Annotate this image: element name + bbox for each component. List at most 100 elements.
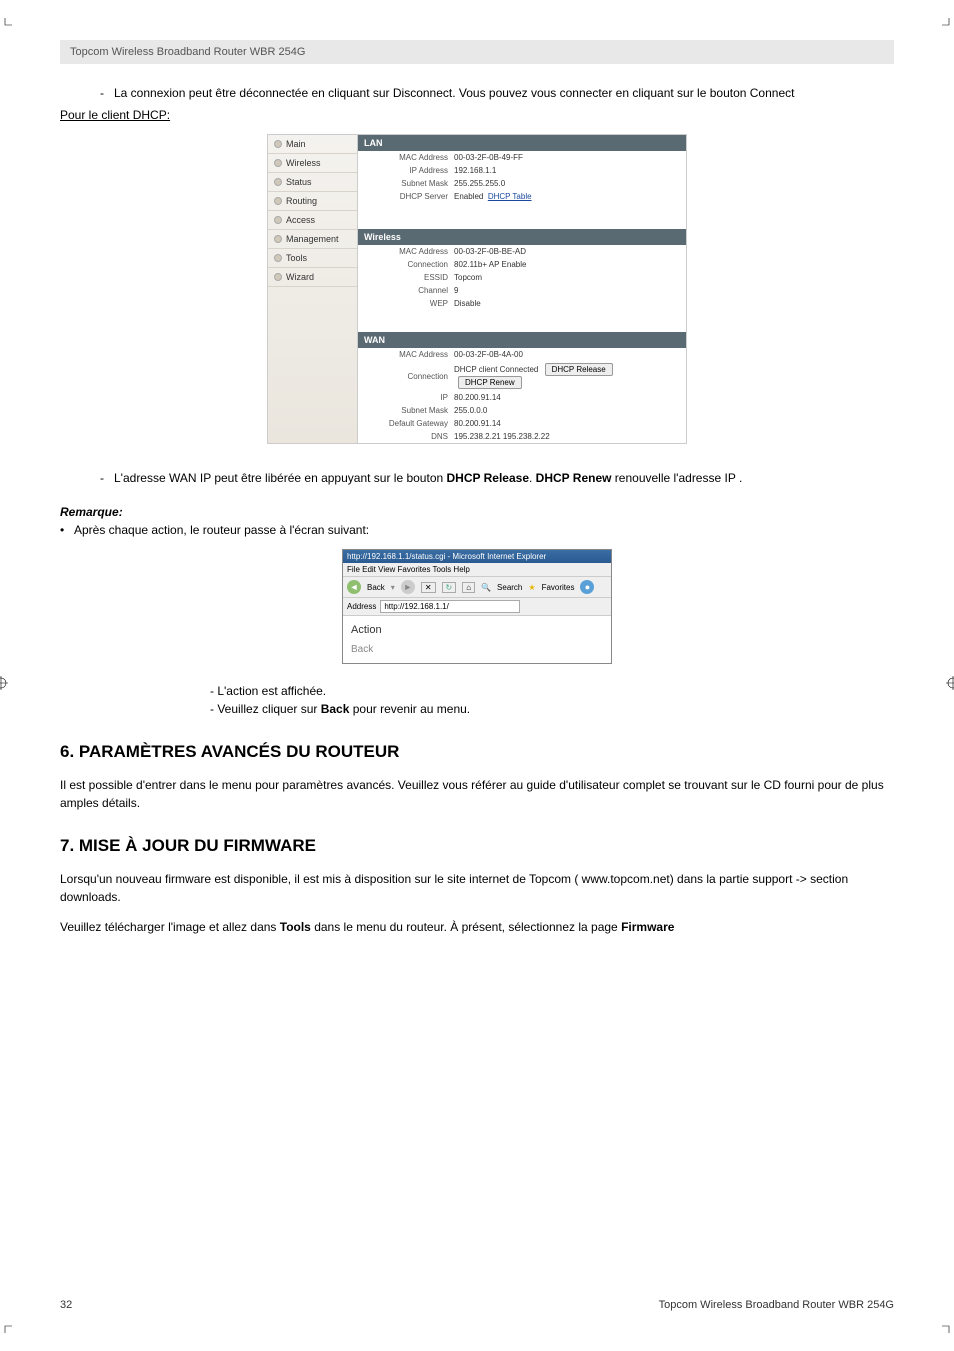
lan-ip-row: IP Address192.168.1.1 <box>358 164 686 177</box>
section-7-title: 7. MISE À JOUR DU FIRMWARE <box>60 836 894 856</box>
bullet-icon <box>274 140 282 148</box>
browser-notes: - L'action est affichée. - Veuillez cliq… <box>210 682 894 718</box>
search-icon[interactable]: 🔍 <box>481 583 491 592</box>
stop-icon[interactable]: ✕ <box>421 582 436 593</box>
cropmark-br <box>942 1319 954 1333</box>
kv-val: Disable <box>454 299 680 308</box>
dropdown-icon[interactable]: ▾ <box>391 583 395 592</box>
note-line: - Veuillez cliquer sur Back pour revenir… <box>210 700 894 718</box>
ie-page-body: Action Back <box>343 616 611 663</box>
bullet-icon <box>274 235 282 243</box>
section-6-body: Il est possible d'entrer dans le menu po… <box>60 776 894 812</box>
wireless-wep-row: WEPDisable <box>358 297 686 310</box>
wan-ip-row: IP80.200.91.14 <box>358 391 686 404</box>
wan-dns-row: DNS195.238.2.21 195.238.2.22 <box>358 430 686 443</box>
text-fragment: Après chaque action, le routeur passe à … <box>74 523 369 537</box>
sidebar-item-management[interactable]: Management <box>268 230 357 249</box>
ie-menubar[interactable]: File Edit View Favorites Tools Help <box>343 563 611 577</box>
kv-key: MAC Address <box>364 153 454 162</box>
ie-toolbar: ◄ Back ▾ ► ✕ ↻ ⌂ 🔍 Search ★ Favorites ● <box>343 577 611 598</box>
kv-val: Enabled DHCP Table <box>454 192 680 201</box>
router-status-panel: Main Wireless Status Routing Access Mana… <box>267 134 687 444</box>
ie-address-bar: Address http://192.168.1.1/ <box>343 598 611 616</box>
page-header: Topcom Wireless Broadband Router WBR 254… <box>60 40 894 64</box>
media-icon[interactable]: ● <box>580 580 594 594</box>
text-fragment: L'adresse WAN IP peut être libérée en ap… <box>114 471 447 485</box>
bullet-icon <box>274 178 282 186</box>
footer-product: Topcom Wireless Broadband Router WBR 254… <box>659 1299 894 1311</box>
intro-bullet: La connexion peut être déconnectée en cl… <box>100 84 894 102</box>
router-sidebar: Main Wireless Status Routing Access Mana… <box>268 135 358 443</box>
ie-titlebar: http://192.168.1.1/status.cgi - Microsof… <box>343 550 611 563</box>
sidebar-item-label: Wizard <box>286 272 314 282</box>
bold-fragment: Back <box>321 702 350 716</box>
kv-val: 00-03-2F-0B-BE-AD <box>454 247 680 256</box>
action-heading: Action <box>351 624 603 636</box>
kv-key: IP <box>364 393 454 402</box>
wan-section-header: WAN <box>358 332 686 348</box>
sidebar-item-label: Tools <box>286 253 307 263</box>
dhcp-renew-button[interactable]: DHCP Renew <box>458 376 522 389</box>
sidebar-item-label: Status <box>286 177 312 187</box>
favorites-label[interactable]: Favorites <box>542 583 575 592</box>
kv-key: Connection <box>364 260 454 269</box>
kv-val: 255.255.255.0 <box>454 179 680 188</box>
sidebar-item-label: Main <box>286 139 306 149</box>
favorites-icon[interactable]: ★ <box>528 583 535 592</box>
back-button-label[interactable]: Back <box>367 583 385 592</box>
lan-mac-row: MAC Address00-03-2F-0B-49-FF <box>358 151 686 164</box>
text-fragment: renouvelle l'adresse IP . <box>611 471 742 485</box>
text-fragment: pour revenir au menu. <box>349 702 470 716</box>
text-fragment: - Veuillez cliquer sur <box>210 702 321 716</box>
wireless-section-header: Wireless <box>358 229 686 245</box>
dhcp-table-link[interactable]: DHCP Table <box>488 192 532 201</box>
search-label[interactable]: Search <box>497 583 522 592</box>
section-6-title: 6. PARAMÈTRES AVANCÉS DU ROUTEUR <box>60 742 894 762</box>
sidebar-item-label: Wireless <box>286 158 321 168</box>
cropmark-tl <box>0 18 12 32</box>
kv-key: MAC Address <box>364 247 454 256</box>
wan-conn-row: Connection DHCP client Connected DHCP Re… <box>358 361 686 391</box>
page-footer: 32 Topcom Wireless Broadband Router WBR … <box>60 1299 894 1311</box>
bold-fragment: DHCP Renew <box>536 471 612 485</box>
bullet-icon <box>274 273 282 281</box>
sidebar-item-access[interactable]: Access <box>268 211 357 230</box>
back-icon[interactable]: ◄ <box>347 580 361 594</box>
back-link[interactable]: Back <box>351 644 603 655</box>
router-content: LAN MAC Address00-03-2F-0B-49-FF IP Addr… <box>358 135 686 443</box>
address-input[interactable]: http://192.168.1.1/ <box>380 600 520 613</box>
kv-val: 255.0.0.0 <box>454 406 680 415</box>
refresh-icon[interactable]: ↻ <box>442 582 457 593</box>
home-icon[interactable]: ⌂ <box>462 582 475 593</box>
section-7-body-1: Lorsqu'un nouveau firmware est disponibl… <box>60 870 894 906</box>
text-fragment: . <box>529 471 536 485</box>
forward-icon[interactable]: ► <box>401 580 415 594</box>
kv-val: 9 <box>454 286 680 295</box>
kv-val: 802.11b+ AP Enable <box>454 260 680 269</box>
sidebar-item-wireless[interactable]: Wireless <box>268 154 357 173</box>
kv-val: 00-03-2F-0B-49-FF <box>454 153 680 162</box>
cropmark-ml <box>0 676 8 690</box>
cropmark-bl <box>0 1319 12 1333</box>
wireless-channel-row: Channel9 <box>358 284 686 297</box>
sidebar-item-wizard[interactable]: Wizard <box>268 268 357 287</box>
wan-mask-row: Subnet Mask255.0.0.0 <box>358 404 686 417</box>
release-renew-note: L'adresse WAN IP peut être libérée en ap… <box>100 469 894 487</box>
cropmark-tr <box>942 18 954 32</box>
bullet-icon <box>274 197 282 205</box>
dhcp-release-button[interactable]: DHCP Release <box>545 363 613 376</box>
sidebar-item-tools[interactable]: Tools <box>268 249 357 268</box>
wireless-essid-row: ESSIDTopcom <box>358 271 686 284</box>
sidebar-item-routing[interactable]: Routing <box>268 192 357 211</box>
kv-val: Topcom <box>454 273 680 282</box>
sidebar-item-status[interactable]: Status <box>268 173 357 192</box>
kv-key: DNS <box>364 432 454 441</box>
section-7-body-2: Veuillez télécharger l'image et allez da… <box>60 918 894 936</box>
text-fragment: Veuillez télécharger l'image et allez da… <box>60 920 280 934</box>
kv-key: Subnet Mask <box>364 406 454 415</box>
text-fragment: dans le menu du routeur. À présent, séle… <box>311 920 621 934</box>
kv-val: 80.200.91.14 <box>454 393 680 402</box>
kv-key: Connection <box>364 372 454 381</box>
sidebar-item-main[interactable]: Main <box>268 135 357 154</box>
bullet-icon <box>274 159 282 167</box>
